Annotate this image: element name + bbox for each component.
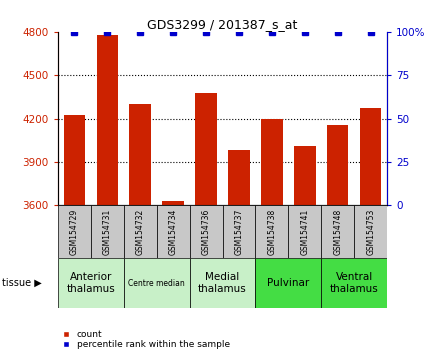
Text: GSM154748: GSM154748 bbox=[333, 209, 342, 255]
Text: Anterior
thalamus: Anterior thalamus bbox=[66, 272, 115, 294]
Bar bbox=[294, 146, 316, 205]
Text: GSM154731: GSM154731 bbox=[103, 209, 112, 255]
Bar bbox=[190, 205, 222, 258]
Bar bbox=[327, 125, 348, 205]
Text: GSM154737: GSM154737 bbox=[235, 209, 243, 255]
Bar bbox=[228, 150, 250, 205]
Text: GSM154753: GSM154753 bbox=[366, 209, 375, 255]
Bar bbox=[124, 258, 190, 308]
Bar bbox=[64, 115, 85, 205]
Bar bbox=[58, 205, 91, 258]
Bar bbox=[261, 119, 283, 205]
Text: GSM154738: GSM154738 bbox=[267, 209, 276, 255]
Text: Centre median: Centre median bbox=[128, 279, 185, 288]
Bar bbox=[354, 205, 387, 258]
Bar bbox=[129, 104, 151, 205]
Bar bbox=[162, 201, 184, 205]
Text: GSM154736: GSM154736 bbox=[202, 209, 210, 255]
Bar bbox=[195, 92, 217, 205]
Title: GDS3299 / 201387_s_at: GDS3299 / 201387_s_at bbox=[147, 18, 298, 31]
Bar bbox=[222, 205, 255, 258]
Text: GSM154732: GSM154732 bbox=[136, 209, 145, 255]
Bar bbox=[97, 35, 118, 205]
Bar bbox=[190, 258, 255, 308]
Bar bbox=[255, 205, 288, 258]
Text: Medial
thalamus: Medial thalamus bbox=[198, 272, 247, 294]
Bar bbox=[58, 258, 124, 308]
Legend: count, percentile rank within the sample: count, percentile rank within the sample bbox=[62, 330, 230, 349]
Bar bbox=[255, 258, 321, 308]
Bar bbox=[124, 205, 157, 258]
Text: tissue ▶: tissue ▶ bbox=[2, 278, 42, 288]
Text: Pulvinar: Pulvinar bbox=[267, 278, 309, 288]
Bar bbox=[360, 108, 381, 205]
Text: GSM154729: GSM154729 bbox=[70, 209, 79, 255]
Text: GSM154734: GSM154734 bbox=[169, 209, 178, 255]
Bar bbox=[321, 258, 387, 308]
Text: GSM154741: GSM154741 bbox=[300, 209, 309, 255]
Bar bbox=[157, 205, 190, 258]
Bar bbox=[321, 205, 354, 258]
Bar bbox=[288, 205, 321, 258]
Bar bbox=[91, 205, 124, 258]
Text: Ventral
thalamus: Ventral thalamus bbox=[330, 272, 379, 294]
